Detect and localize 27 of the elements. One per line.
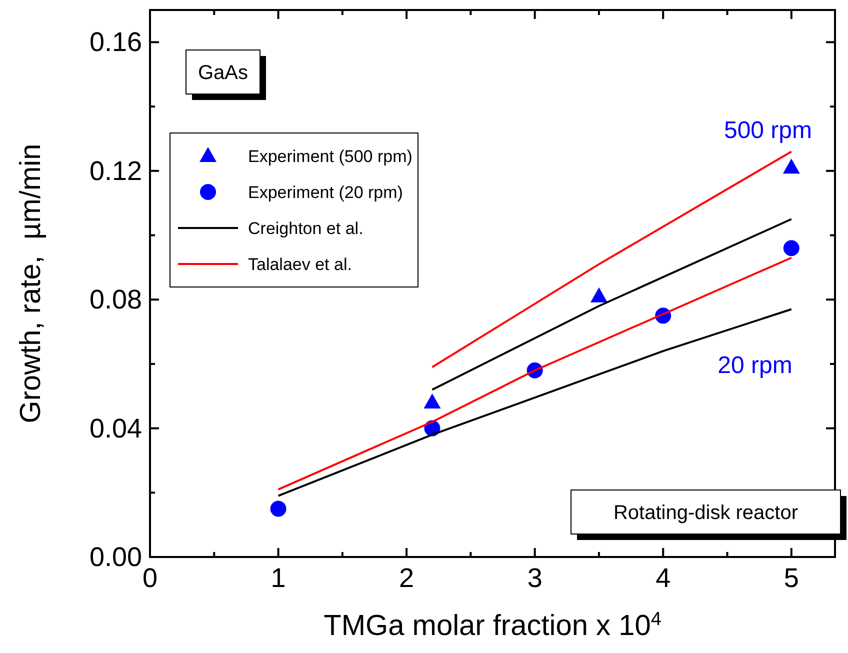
x-tick-label: 1 [270, 563, 286, 593]
legend-label: Experiment (20 rpm) [248, 183, 403, 202]
y-tick-label: 0.16 [89, 27, 142, 58]
point [270, 500, 286, 517]
point [590, 287, 608, 302]
x-tick-label: 2 [399, 563, 414, 593]
legend-label: Creighton et al. [248, 219, 364, 238]
x-tick-label: 3 [527, 563, 542, 593]
annotation: GaAs [198, 62, 248, 84]
point [783, 240, 800, 256]
y-tick-label: 0.08 [89, 284, 142, 315]
x-axis-title: TMGa molar fraction x 10$^{4}$ [324, 608, 662, 642]
line-series [277, 308, 792, 497]
legend-label: Talalaev et al. [248, 255, 352, 274]
x-tick-label: 4 [656, 563, 671, 593]
annotation: 500 rpm [724, 117, 812, 144]
legend-label: Experiment (500 rpm) [248, 147, 412, 166]
point [782, 158, 800, 174]
point [424, 394, 441, 409]
annotation: Rotating-disk reactor [613, 502, 798, 524]
x-tick-label: 0 [142, 563, 158, 593]
y-tick-label: 0.12 [89, 156, 142, 186]
annotation: 20 rpm [718, 352, 792, 379]
y-tick-label: 0.04 [89, 413, 142, 444]
x-tick-label: 5 [784, 563, 799, 593]
y-tick-label: 0.00 [89, 542, 142, 572]
y-axis-title: Growth, rate, µm/min [15, 144, 47, 424]
